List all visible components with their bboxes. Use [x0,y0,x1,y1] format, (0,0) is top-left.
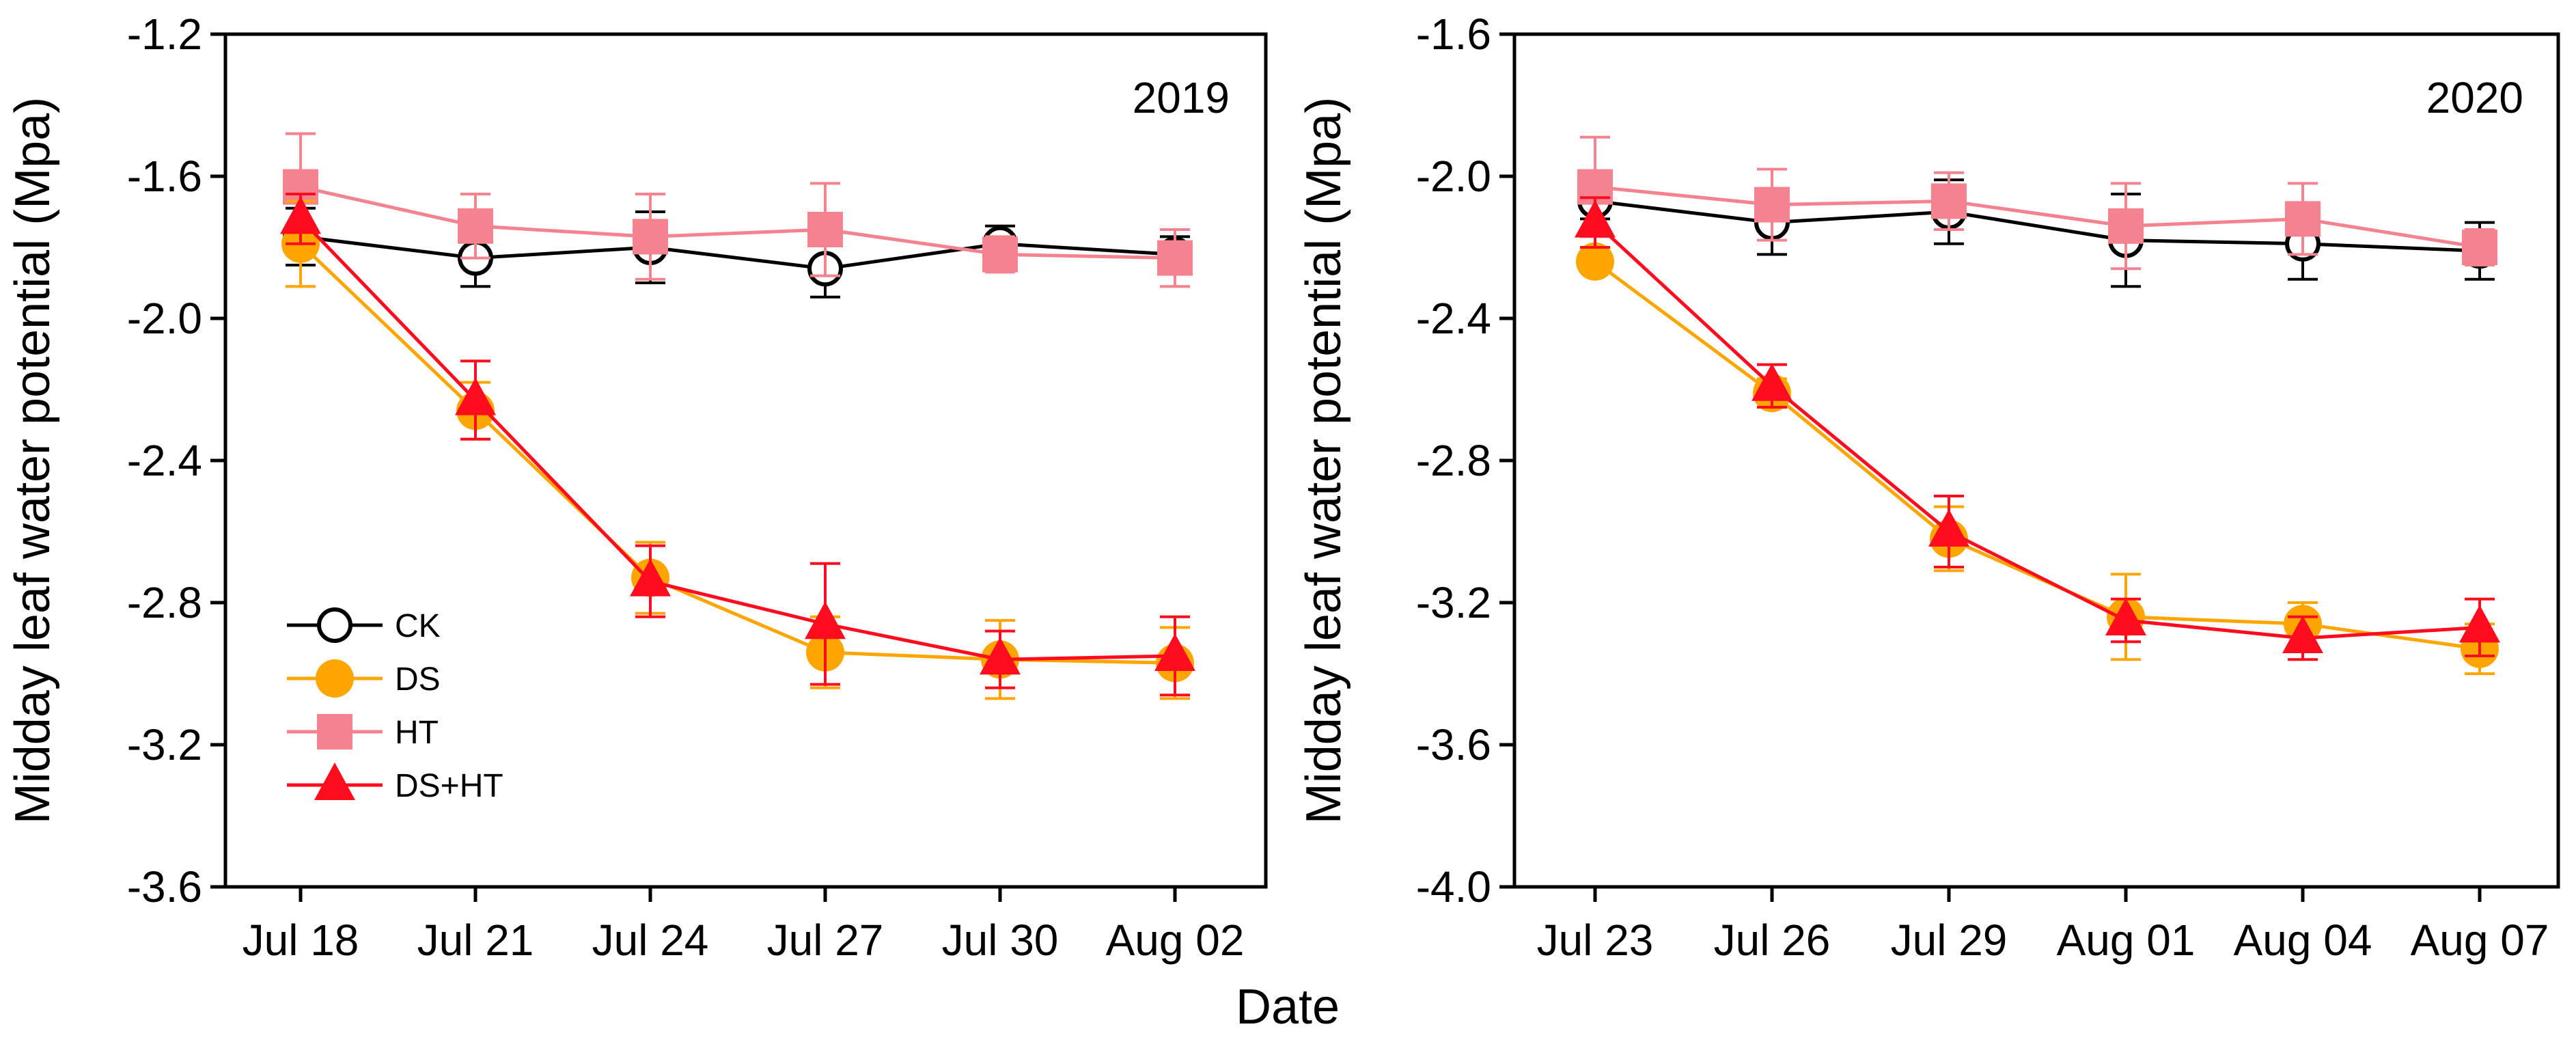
y-tick-label: -2.8 [127,578,202,627]
legend-entry-ck: CK [287,607,441,644]
series-ht [283,132,1193,288]
data-point-ds-plus-ht [280,196,321,234]
x-axis-title: Date [1236,980,1340,1034]
y-axis-title: Midday leaf water potential (Mpa) [5,97,60,825]
x-tick-label: Jul 27 [767,916,884,965]
y-tick-label: -3.2 [127,720,202,769]
legend-entry-ht: HT [287,714,439,751]
x-tick-label: Jul 26 [1714,916,1831,965]
y-tick-label: -2.0 [127,294,202,343]
data-point-ds-plus-ht [1154,633,1195,671]
x-tick-label: Jul 24 [592,916,709,965]
y-tick-label: -2.8 [1416,436,1491,485]
data-point-ds-plus-ht [805,601,846,640]
panel-year-label: 2020 [2426,73,2523,122]
x-tick-label: Aug 07 [2411,916,2549,965]
legend: CK DS HT DS+HT [287,607,503,804]
y-tick-label: -2.4 [1416,294,1491,343]
series-line-ds-plus-ht [1594,221,2480,640]
x-tick-label: Jul 29 [1891,916,2008,965]
data-point-ht [633,219,668,255]
legend-marker-ck [317,607,352,643]
legend-label: DS+HT [395,768,503,804]
data-point-ht [2462,230,2497,265]
plot-frame [1512,32,2560,889]
legend-marker-ds [316,659,354,698]
panel-year-label: 2019 [1133,73,1230,122]
series-line-ds [299,242,1176,665]
data-point-ht [807,212,843,247]
data-point-ht [982,236,1018,273]
data-point-ds-plus-ht [1575,200,1616,238]
data-point-ds-plus-ht [2282,616,2323,653]
y-tick-label: -2.0 [1416,152,1491,201]
data-point-ds-plus-ht [2459,605,2500,643]
data-point-ht [2108,208,2144,244]
data-point-ds-plus-ht [1928,509,1969,547]
panel-2020: -1.6 -2.0 -2.4 -2.8 -3.2 -3.6 -4.0 Jul 23 Jul 26… [1297,10,2560,965]
series-line-ds [1594,260,2480,651]
y-tick-label: -3.2 [1416,578,1491,627]
data-point-ht [458,208,493,244]
data-point-ht [2285,201,2321,237]
y-tick-label: -1.6 [1416,10,1491,59]
x-tick-label: Jul 30 [942,916,1059,965]
data-point-ds-plus-ht [980,637,1021,675]
x-tick-label: Aug 04 [2234,916,2372,965]
data-point-ds-plus-ht [1751,363,1792,401]
series-ds-plus-ht [1575,196,2500,661]
data-point-ht [1157,240,1193,276]
legend-marker-ht [317,714,352,750]
legend-label: CK [395,608,441,644]
series-line-ht [300,185,1176,260]
series-ck [1577,178,2497,288]
data-point-ht [1931,183,1967,219]
y-tick-label: -2.4 [127,436,202,485]
series-line-ds-plus-ht [299,217,1176,661]
y-tick-label: -1.2 [127,10,202,59]
x-tick-label: Jul 23 [1537,916,1654,965]
data-point-ds-plus-ht [630,558,671,596]
legend-label: HT [395,715,439,751]
series-ck [283,206,1193,299]
y-tick-label: -3.6 [1416,720,1491,769]
x-tick-label: Aug 02 [1106,916,1245,965]
series-ds-plus-ht [280,193,1195,697]
y-tick-label: -4.0 [1416,862,1491,911]
series-line-ck [300,234,1176,271]
legend-entry-ds-plus-ht: DS+HT [287,763,503,804]
legend-marker-ds-plus-ht [314,763,355,800]
y-tick-label: -1.6 [127,152,202,201]
data-point-ht [1754,187,1790,223]
series-ht [1577,135,2497,271]
data-point-ds [1576,242,1614,281]
series-line-ck [1594,199,2480,253]
plot-frame [223,32,1268,889]
data-point-ds-plus-ht [2105,598,2146,635]
x-tick-label: Jul 18 [243,916,359,965]
y-tick-label: -3.6 [127,862,202,911]
x-tick-label: Jul 21 [417,916,534,965]
panel-2019: -1.2 -1.6 -2.0 -2.4 -2.8 -3.2 -3.6 Jul 18 Jul 21… [5,10,1268,965]
data-point-ds-plus-ht [455,377,496,415]
series-line-ht [1594,185,2480,249]
x-tick-label: Aug 01 [2057,916,2196,965]
y-axis-title: Midday leaf water potential (Mpa) [1297,97,1351,825]
series-ds [1576,242,2499,675]
legend-entry-ds: DS [287,659,441,698]
legend-label: DS [395,661,441,698]
